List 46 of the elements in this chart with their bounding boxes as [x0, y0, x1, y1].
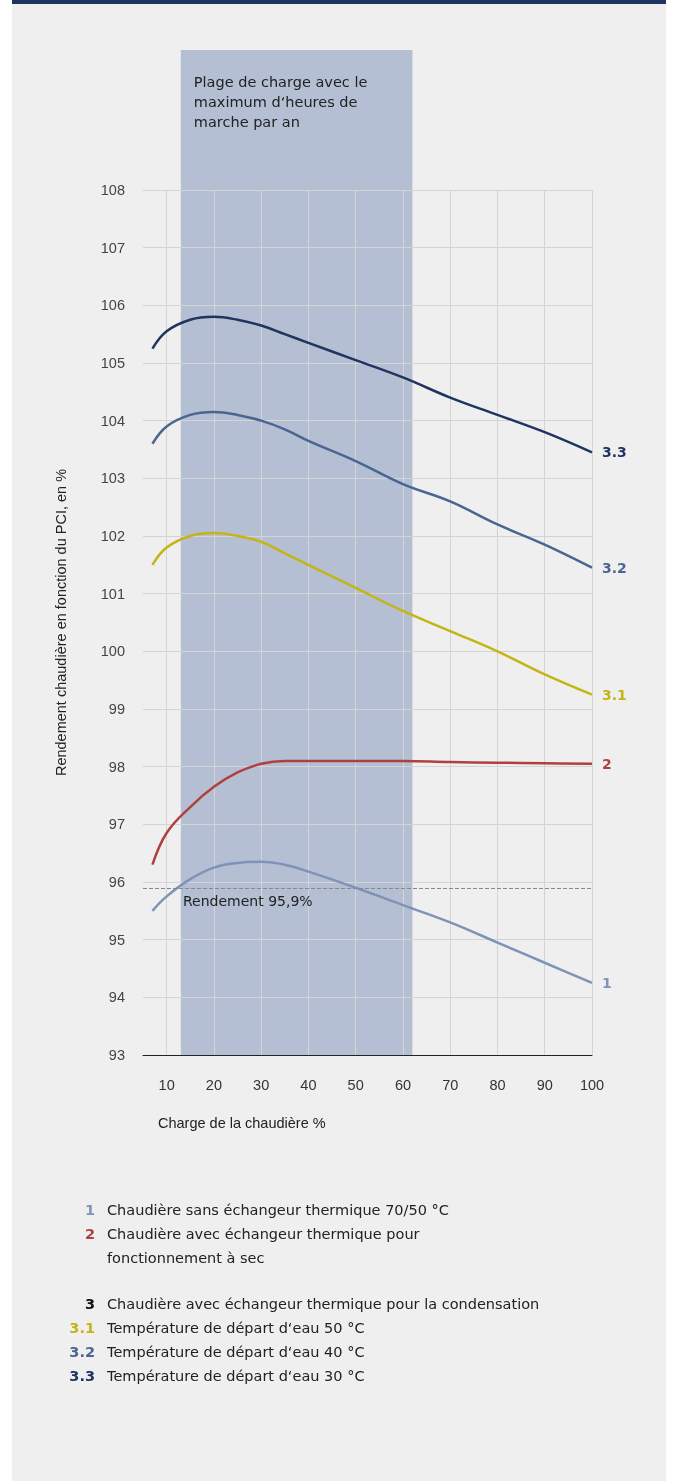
ref-line-label: Rendement 95,9% — [183, 892, 313, 909]
x-tick-label: 50 — [347, 1076, 364, 1093]
y-tick-label: 102 — [100, 528, 125, 544]
y-tick-label: 104 — [100, 412, 125, 429]
y-tick-label: 105 — [100, 355, 125, 371]
x-tick-label: 30 — [253, 1076, 270, 1093]
y-tick-label: 95 — [108, 931, 125, 948]
series-label: 2 — [602, 755, 612, 772]
series-label: 3.1 — [602, 686, 627, 703]
series-label: 3.2 — [602, 559, 627, 576]
series-label: 1 — [602, 974, 612, 991]
text: 1 Chaudière sans échangeur thermique 70/50 °C — [83, 1201, 449, 1220]
text: 2 Chaudière avec échangeur thermique pour fonctionnement à sec — [83, 1225, 421, 1268]
y-tick-label: 108 — [100, 182, 125, 198]
series-label: 3.3 — [602, 444, 627, 461]
y-tick-label: 101 — [100, 585, 125, 602]
y-tick-label: 103 — [100, 470, 125, 487]
line-series — [151, 531, 594, 696]
line-series — [151, 860, 594, 985]
y-tick-label: 93 — [108, 1047, 125, 1063]
text: 3 Chaudière avec échangeur thermique pour la condensation — [83, 1295, 540, 1314]
y-tick-label: 98 — [108, 758, 125, 775]
y-tick-label: 99 — [108, 701, 125, 717]
line-series — [151, 410, 594, 569]
y-axis-title: Rendement chaudière en fonction du PCI, en % — [52, 468, 69, 777]
band-label: Plage de charge avec le maximum d‘heures de marche par an — [193, 74, 372, 130]
text: 3.1 Température de départ d‘eau 50 °C — [68, 1319, 365, 1338]
y-tick-label: 96 — [108, 874, 125, 890]
x-tick-label: 100 — [579, 1076, 605, 1093]
x-axis-title: Charge de la chaudière % — [158, 1114, 326, 1131]
y-tick-label: 100 — [100, 643, 125, 660]
text: 3.2 Température de départ d‘eau 40 °C — [68, 1343, 365, 1362]
text: 3.3 Température de départ d‘eau 30 °C — [68, 1367, 365, 1386]
line-series — [151, 315, 594, 454]
y-tick-label: 106 — [100, 297, 125, 314]
y-tick-label: 97 — [108, 816, 125, 833]
x-tick-label: 90 — [536, 1076, 553, 1093]
y-tick-label: 107 — [100, 239, 125, 256]
x-tick-label: 10 — [158, 1076, 175, 1093]
x-tick-label: 70 — [442, 1076, 459, 1093]
line-series — [151, 759, 594, 866]
x-tick-label: 60 — [394, 1076, 412, 1093]
x-tick-label: 40 — [300, 1076, 317, 1093]
y-tick-label: 94 — [108, 989, 125, 1006]
x-tick-label: 80 — [489, 1076, 506, 1093]
x-tick-label: 20 — [205, 1076, 222, 1093]
